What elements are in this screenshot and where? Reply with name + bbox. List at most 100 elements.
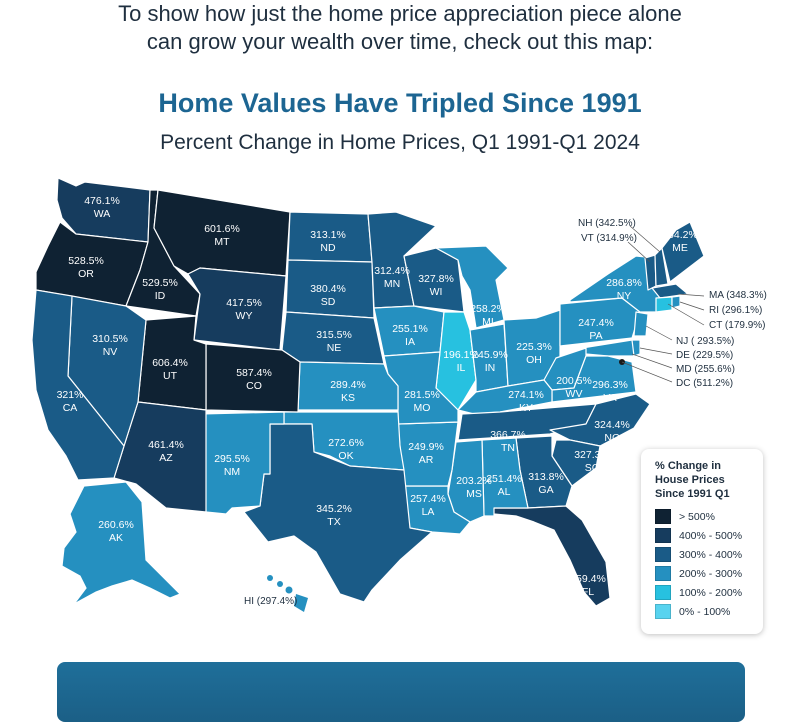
intro-line-2: can grow your wealth over time, check ou… xyxy=(146,29,654,54)
label-OH-value: 225.3% xyxy=(516,341,552,353)
label-AR-abbr: AR xyxy=(419,454,434,466)
label-AK-value: 260.6% xyxy=(98,519,134,531)
legend-swatch xyxy=(655,528,671,543)
annot-RI: RI (296.1%) xyxy=(709,305,762,316)
label-WI-abbr: WI xyxy=(430,286,443,298)
state-WI xyxy=(403,247,465,313)
state-NJ xyxy=(633,311,649,337)
label-NE-abbr: NE xyxy=(327,342,342,354)
label-MN-abbr: MN xyxy=(384,278,400,290)
label-KY-abbr: KY xyxy=(519,402,533,414)
legend-title-line-1: % Change in xyxy=(655,460,722,472)
legend-swatch xyxy=(655,604,671,619)
state-MA xyxy=(651,283,689,299)
label-OH-abbr: OH xyxy=(526,354,542,366)
legend-label: > 500% xyxy=(679,510,715,523)
legend-item: 100% - 200% xyxy=(641,583,763,602)
label-ID-value: 529.5% xyxy=(142,277,178,289)
label-NY-abbr: NY xyxy=(617,290,632,302)
label-NC-abbr: NC xyxy=(604,432,620,444)
annot-DC: DC (511.2%) xyxy=(676,378,733,389)
label-FL-abbr: FL xyxy=(582,586,594,598)
label-ID-abbr: ID xyxy=(155,290,166,302)
legend-swatch xyxy=(655,509,671,524)
state-CA xyxy=(31,289,125,481)
label-MN-value: 312.4% xyxy=(374,265,410,277)
legend-swatch xyxy=(655,547,671,562)
annot-NJ: NJ ( 293.5%) xyxy=(676,336,734,347)
legend-item: 400% - 500% xyxy=(641,526,763,545)
state-AK xyxy=(61,481,182,605)
state-HI xyxy=(267,575,308,612)
legend-item: 0% - 100% xyxy=(641,602,763,621)
label-OR-abbr: OR xyxy=(78,268,94,280)
label-AZ-abbr: AZ xyxy=(159,452,173,464)
label-AK-abbr: AK xyxy=(109,532,123,544)
us-choropleth-map: 476.1%WA 528.5%OR 529.5%ID 601.6%MT 417.5%WY… xyxy=(31,177,767,612)
label-SD-value: 380.4% xyxy=(310,283,346,295)
label-ME-abbr: ME xyxy=(672,242,688,254)
annot-HI: HI (297.4%) xyxy=(244,596,297,607)
state-WY xyxy=(187,267,287,351)
label-ME-value: 364.2% xyxy=(662,229,698,241)
legend-item: 300% - 400% xyxy=(641,545,763,564)
label-PA-value: 247.4% xyxy=(578,317,614,329)
map-title: Home Values Have Tripled Since 1991 xyxy=(158,88,642,118)
annot-CT: CT (179.9%) xyxy=(709,320,766,331)
label-VA-value: 296.3% xyxy=(592,379,628,391)
label-WA-abbr: WA xyxy=(94,208,111,220)
legend-label: 0% - 100% xyxy=(679,605,731,618)
label-ND-abbr: ND xyxy=(320,242,336,254)
state-DE xyxy=(631,339,641,357)
label-NY-value: 286.8% xyxy=(606,277,642,289)
label-UT-abbr: UT xyxy=(163,370,178,382)
label-WY-value: 417.5% xyxy=(226,297,262,309)
label-IN-value: 245.9% xyxy=(472,349,508,361)
label-AL-value: 251.4% xyxy=(486,473,522,485)
label-NM-value: 295.5% xyxy=(214,453,250,465)
label-NM-abbr: NM xyxy=(224,466,240,478)
legend-title-line-2: House Prices xyxy=(655,474,725,486)
label-MS-value: 203.2% xyxy=(456,475,492,487)
label-WA-value: 476.1% xyxy=(84,195,120,207)
legend-title: % Change in House Prices Since 1991 Q1 xyxy=(641,449,763,507)
label-CO-value: 587.4% xyxy=(236,367,272,379)
label-PA-abbr: PA xyxy=(589,330,602,342)
legend-label: 100% - 200% xyxy=(679,586,743,599)
map-legend: % Change in House Prices Since 1991 Q1 >… xyxy=(641,449,763,634)
label-OR-value: 528.5% xyxy=(68,255,104,267)
state-FL xyxy=(489,505,611,607)
label-MI-value: 258.2% xyxy=(470,303,506,315)
label-WV-value: 200.5% xyxy=(556,375,592,387)
state-ME xyxy=(661,221,705,283)
legend-title-line-3: Since 1991 Q1 xyxy=(655,488,730,500)
intro-line-1: To show how just the home price apprecia… xyxy=(118,1,682,26)
map-subtitle: Percent Change in Home Prices, Q1 1991-Q… xyxy=(160,131,640,154)
label-FL-value: 459.4% xyxy=(570,573,606,585)
label-AR-value: 249.9% xyxy=(408,441,444,453)
label-SD-abbr: SD xyxy=(321,296,336,308)
label-ND-value: 313.1% xyxy=(310,229,346,241)
label-WI-value: 327.8% xyxy=(418,273,454,285)
label-KS-abbr: KS xyxy=(341,392,355,404)
legend-label: 200% - 300% xyxy=(679,567,743,580)
label-TN-abbr: TN xyxy=(501,442,515,454)
label-SC-value: 327.3% xyxy=(574,449,610,461)
label-MO-value: 281.5% xyxy=(404,389,440,401)
label-IL-value: 196.1% xyxy=(443,349,479,361)
label-TX-value: 345.2% xyxy=(316,503,352,515)
label-LA-value: 257.4% xyxy=(410,493,446,505)
legend-swatch xyxy=(655,585,671,600)
annot-VT: VT (314.9%) xyxy=(581,233,637,244)
label-AL-abbr: AL xyxy=(498,486,511,498)
label-NE-value: 315.5% xyxy=(316,329,352,341)
bottom-banner xyxy=(57,662,745,722)
state-KY xyxy=(457,379,553,415)
label-CA-value: 321% xyxy=(57,389,84,401)
label-MT-abbr: MT xyxy=(214,236,230,248)
state-RI xyxy=(671,295,681,309)
state-NH xyxy=(654,247,669,287)
label-MS-abbr: MS xyxy=(466,488,482,500)
label-CA-abbr: CA xyxy=(63,402,78,414)
label-WY-abbr: WY xyxy=(236,310,253,322)
